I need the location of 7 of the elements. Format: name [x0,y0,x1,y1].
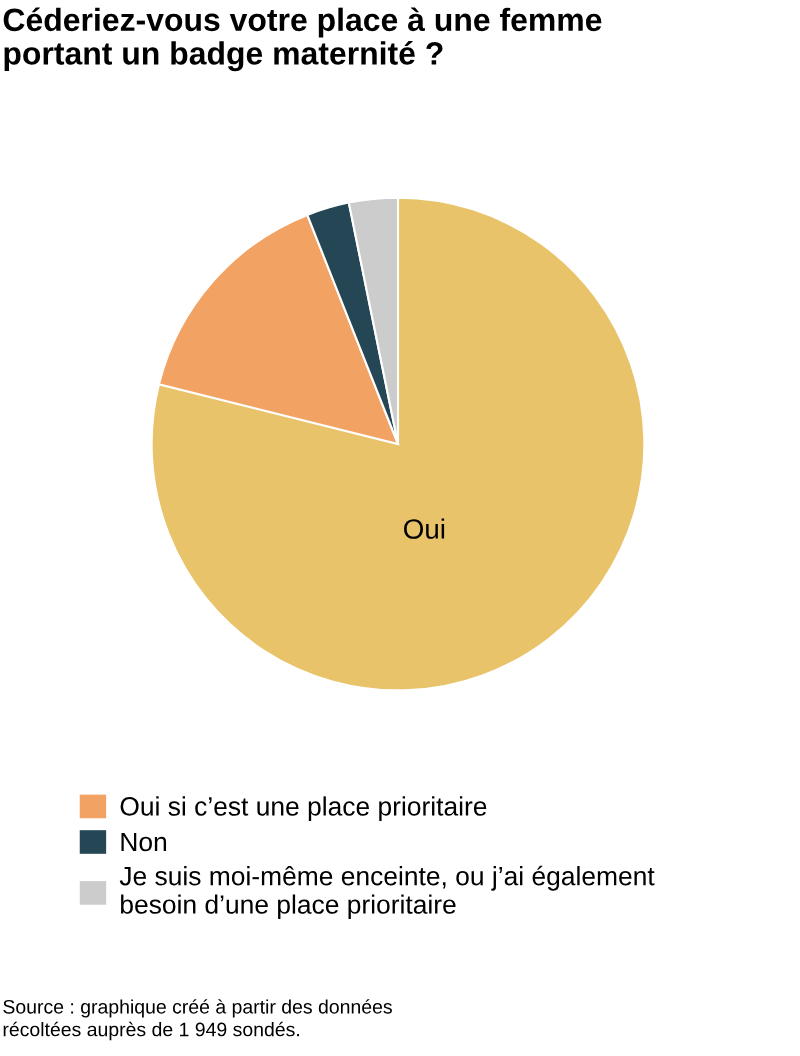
legend-label: Oui si c’est une place prioritaire [120,796,487,821]
legend-label: Non [121,832,167,852]
chart-title: Céderiez-vous votre place à une femme portant un badge maternité ? [3,7,602,72]
source-note: Source : graphique créé à partir des données récoltées auprès de 1 949 sondés. [3,999,392,1041]
pie-slice [150,196,646,692]
legend-label: Je suis moi-même enceinte, ou j’ai également besoin d’une place prioritaire [119,865,655,920]
slice-label: Oui [404,518,445,539]
